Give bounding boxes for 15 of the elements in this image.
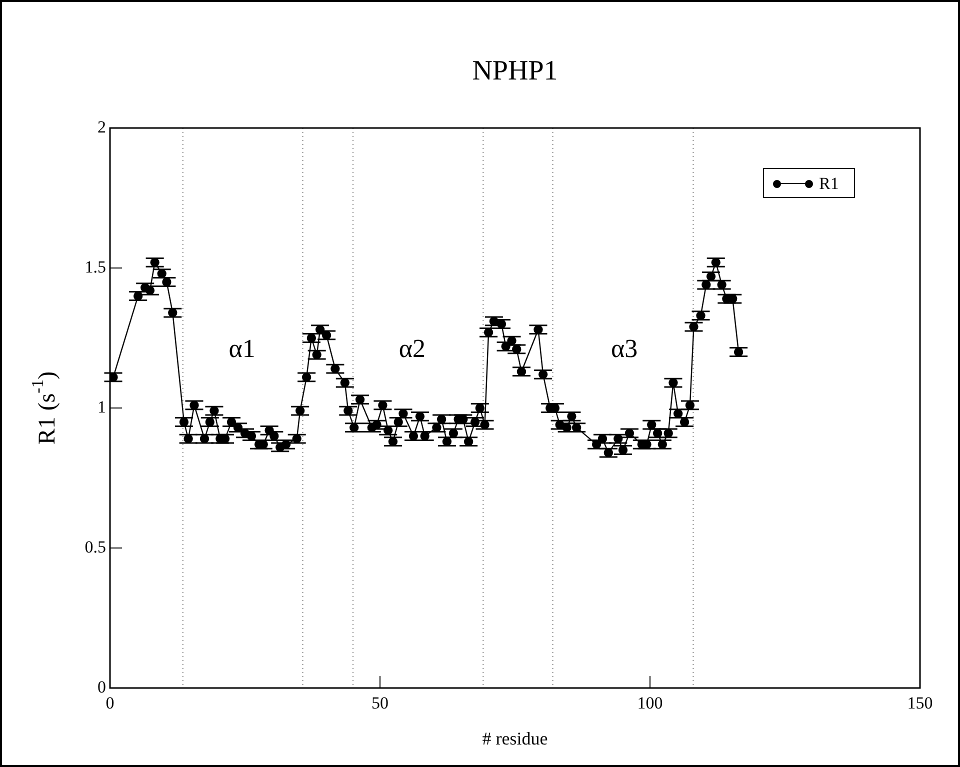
legend-label: R1 <box>819 174 839 194</box>
chart-title: NPHP1 <box>472 55 558 86</box>
y-tick-label: 0.5 <box>84 537 106 556</box>
y-tick-label: 1 <box>98 397 106 416</box>
x-axis-title: # residue <box>482 728 548 749</box>
y-tick-label: 0 <box>98 677 106 696</box>
y-tick-label: 1.5 <box>84 257 106 276</box>
y-axis-title: R1 (s-1) <box>28 371 60 445</box>
x-tick-label: 100 <box>637 694 663 713</box>
y-tick-label: 2 <box>98 117 106 136</box>
annotation: α1 <box>228 334 256 364</box>
annotation: α3 <box>611 334 638 364</box>
annotation: α2 <box>398 334 426 364</box>
x-tick-label: 150 <box>907 694 933 713</box>
x-tick-label: 50 <box>372 694 388 713</box>
